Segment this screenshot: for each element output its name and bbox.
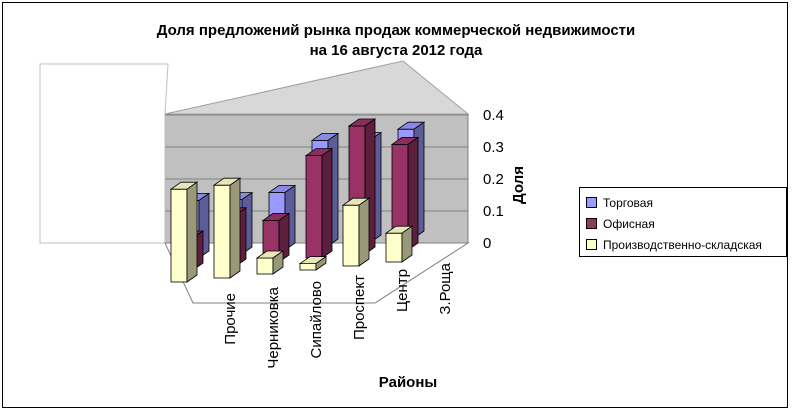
chart-area: 0 0.1 0.2 0.3 0.4 Прочие Черниковка Сипайлово Пр… [2,2,788,408]
bar-side-2-4 [358,197,370,267]
legend-label-trade: Торговая [603,195,653,210]
x-tick-label: Прочие [222,293,239,345]
y-tick-label: 0.4 [483,107,504,124]
chart-title: Доля предложений рынка продаж коммерческ… [3,21,789,61]
bar-2-2 [256,257,274,275]
bar-1-3 [305,155,323,259]
chart-title-line-2: на 16 августа 2012 года [309,42,483,59]
x-tick-label: Сипайлово [308,281,325,358]
bar-2-1 [213,184,231,279]
legend-swatch-trade [586,197,597,208]
y-tick-label: 0.3 [483,139,504,156]
legend-label-industrial: Производственно-складская [603,237,762,252]
top-wall [164,60,470,115]
bar-2-3 [299,263,317,271]
bar-side-1-3 [321,147,333,259]
y-axis-title: Доля [510,166,527,204]
x-tick-label: Центр [394,269,411,312]
x-tick-label: Проспект [351,275,368,340]
bar-side-2-5 [401,225,413,263]
bar-2-5 [385,232,403,263]
bar-side-2-0 [186,181,198,283]
y-tick-label: 0.2 [483,171,504,188]
legend-swatch-office [586,218,597,229]
legend-item-trade: Торговая [586,192,780,213]
legend-item-office: Офисная [586,213,780,234]
y-tick-label: 0.1 [483,203,504,220]
bar-2-4 [342,204,360,267]
x-tick-label: Черниковка [265,286,282,368]
bar-side-1-2 [278,212,290,263]
x-axis-title: Районы [379,374,437,391]
bar-side-2-3 [315,255,327,271]
bar-side-2-1 [229,177,241,279]
bar-2-0 [170,188,188,283]
chart-title-line-1: Доля предложений рынка продаж коммерческ… [156,22,636,39]
legend-item-industrial: Производственно-складская [586,234,780,255]
bar-side-1-5 [407,136,419,251]
left-frame [39,63,169,244]
x-tick-label: З.Роща [437,262,454,314]
plot-area: 0 0.1 0.2 0.3 0.4 Прочие Черниковка Сипайлово Пр… [39,60,527,391]
legend: Торговая Офисная Производственно-складск… [579,187,787,257]
legend-swatch-industrial [586,239,597,250]
y-tick-label: 0 [483,235,491,252]
bar-side-2-2 [272,250,284,275]
legend-label-office: Офисная [603,216,655,231]
